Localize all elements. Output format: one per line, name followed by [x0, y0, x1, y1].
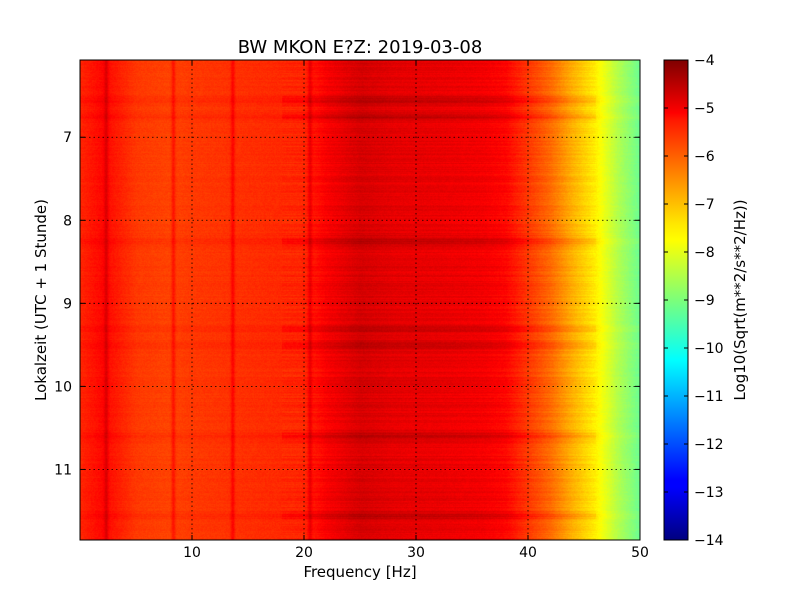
- y-tick-label: 10: [54, 379, 72, 395]
- colorbar-tick-label: −11: [694, 389, 724, 405]
- colorbar-tick-label: −8: [694, 245, 715, 261]
- x-axis-label: Frequency [Hz]: [303, 563, 416, 581]
- colorbar-ticks: −4 −5 −6 −7 −8 −9 −10 −11 −12 −13 −14: [664, 53, 724, 549]
- colorbar-tick-label: −7: [694, 197, 715, 213]
- y-tick-label: 11: [54, 462, 72, 478]
- x-tick-label: 30: [407, 545, 425, 561]
- colorbar-tick-label: −9: [694, 293, 715, 309]
- chart-title: BW MKON E?Z: 2019-03-08: [238, 37, 483, 58]
- heatmap-image: [80, 60, 640, 540]
- colorbar-tick-label: −4: [694, 53, 715, 69]
- colorbar-tick-label: −10: [694, 341, 724, 357]
- x-tick-label: 50: [631, 545, 649, 561]
- grid-lines: [80, 60, 640, 540]
- colorbar-tick-label: −12: [694, 437, 724, 453]
- x-axis-ticks: 10 20 30 40 50: [183, 60, 649, 561]
- x-tick-label: 40: [519, 545, 537, 561]
- colorbar-tick-label: −13: [694, 485, 724, 501]
- heatmap-area: [80, 60, 640, 540]
- colorbar-tick-label: −6: [694, 149, 715, 165]
- y-tick-label: 9: [63, 296, 72, 312]
- y-axis-label: Lokalzeit (UTC + 1 Stunde): [32, 199, 50, 401]
- y-tick-label: 8: [63, 213, 72, 229]
- plot-frame: [79, 59, 641, 541]
- x-tick-label: 10: [183, 545, 201, 561]
- colorbar-tick-label: −5: [694, 101, 715, 117]
- y-tick-label: 7: [63, 130, 72, 146]
- y-axis-ticks: 7 8 9 10 11: [54, 130, 640, 478]
- x-tick-label: 20: [295, 545, 313, 561]
- colorbar-tick-label: −14: [694, 533, 724, 549]
- colorbar-label: Log10(Sqrt(m**2/s**2/Hz)): [731, 199, 749, 400]
